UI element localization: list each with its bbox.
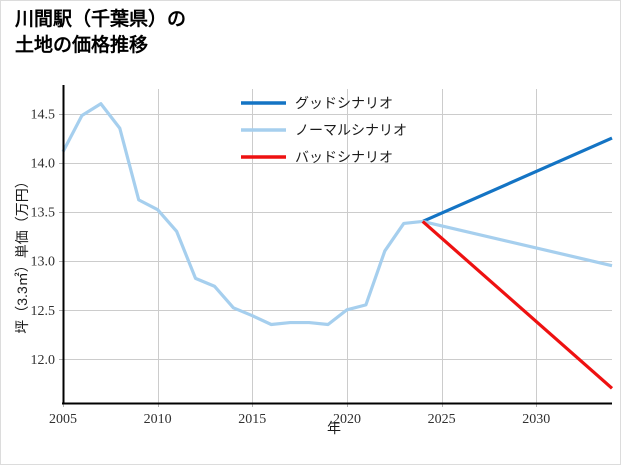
legend-label: ノーマルシナリオ <box>295 122 407 138</box>
y-axis-tick-labels: 12.0 12.5 13.0 13.5 14.0 14.5 <box>31 108 56 368</box>
x-axis-tick-labels: 2005 2010 2015 2020 2025 2030 <box>49 412 550 427</box>
y-tick-label: 13.5 <box>31 206 56 221</box>
x-tick-label: 2005 <box>49 412 77 427</box>
y-tick-label: 13.0 <box>31 255 56 270</box>
series-line-3 <box>421 220 614 390</box>
legend-label: グッドシナリオ <box>295 95 393 111</box>
y-axis-title: 坪（3.3㎡）単価（万円） <box>14 174 30 333</box>
page-title: 川間駅（千葉県）の 土地の価格推移 <box>15 9 187 56</box>
x-tick-label: 2025 <box>428 412 456 427</box>
y-tick-label: 12.0 <box>31 353 56 368</box>
x-tick-label: 2030 <box>522 412 550 427</box>
x-tick-label: 2010 <box>144 412 172 427</box>
x-axis-title: 年 <box>327 420 341 436</box>
y-tick-label: 14.0 <box>31 157 56 172</box>
legend-label: バッドシナリオ <box>295 149 393 165</box>
y-tick-label: 14.5 <box>31 108 56 123</box>
x-tick-label: 2015 <box>238 412 266 427</box>
series-line-2 <box>61 102 613 327</box>
y-tick-label: 12.5 <box>31 304 56 319</box>
series-lines <box>61 102 614 390</box>
axis-spines <box>62 85 612 405</box>
series-line-1 <box>422 136 613 223</box>
x-tick-label: 2020 <box>333 412 361 427</box>
